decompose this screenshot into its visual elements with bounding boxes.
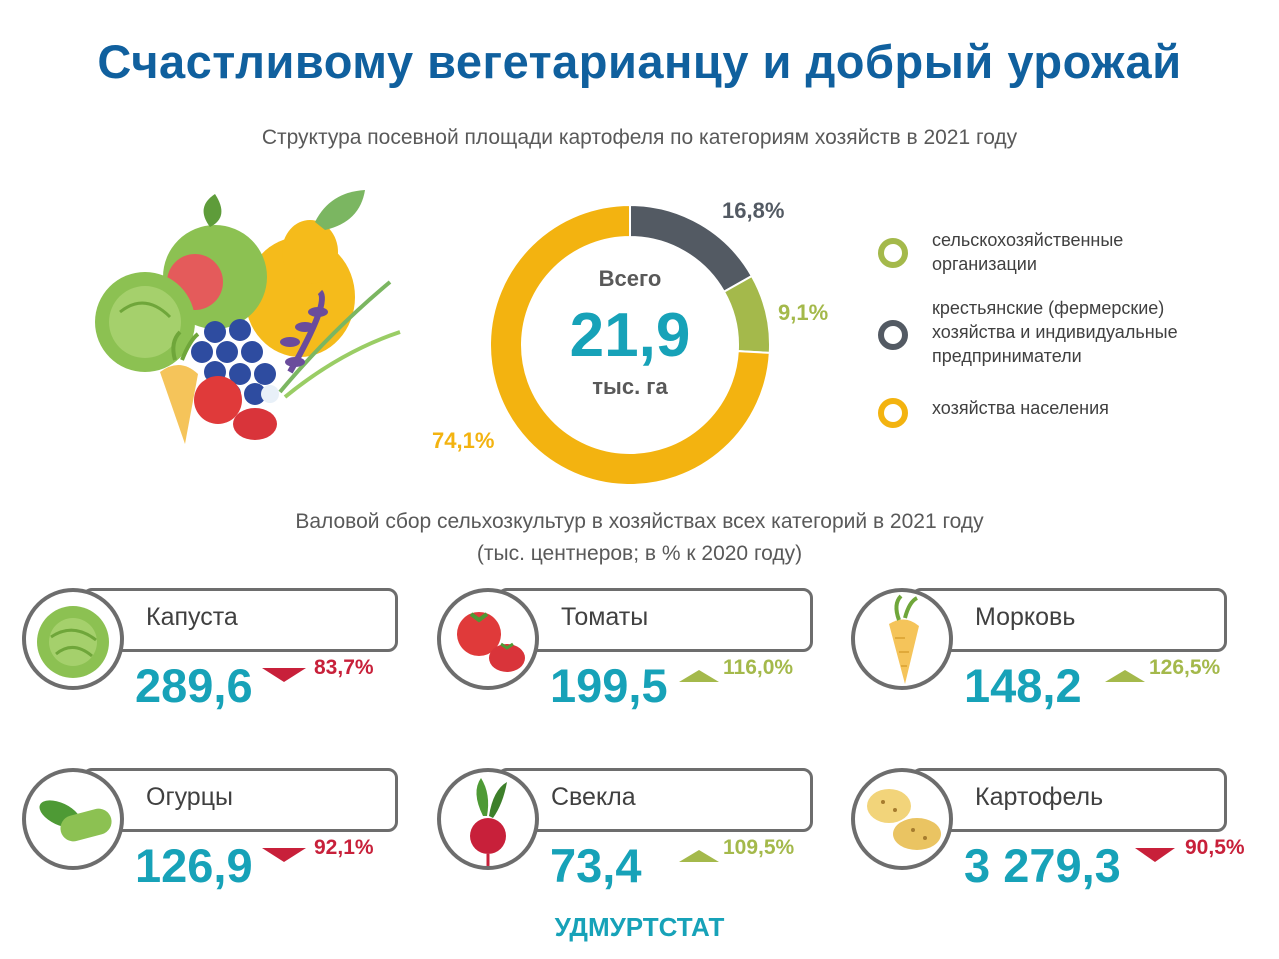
slice-label-households: 74,1% <box>432 428 495 453</box>
crop-name: Морковь <box>975 603 1076 631</box>
footer-org-name: УДМУРТСТАТ <box>554 912 725 942</box>
crop-change-pct: 90,5% <box>1185 836 1245 859</box>
crop-name: Томаты <box>561 603 649 631</box>
crop-value: 73,4 <box>550 839 642 892</box>
crop-name-box <box>911 588 1227 652</box>
crop-name-box <box>497 588 813 652</box>
cucumber-icon <box>22 768 124 870</box>
crop-name: Свекла <box>551 783 636 811</box>
crops-subtitle: Валовой сбор сельхозкультур в хозяйствах… <box>0 506 1279 570</box>
down-arrow-icon <box>1135 848 1175 862</box>
legend-marker-households <box>878 398 908 428</box>
vegetables-illustration <box>95 190 401 444</box>
crop-name-box <box>82 768 398 832</box>
crops-subtitle-line2: (тыс. центнеров; в % к 2020 году) <box>476 542 803 565</box>
crop-name: Картофель <box>975 783 1104 811</box>
crop-card-beet: Свекла 73,4 109,5% <box>437 768 817 898</box>
crop-value: 148,2 <box>964 659 1082 712</box>
crop-name-box <box>82 588 398 652</box>
legend-label: хозяйства населения <box>932 398 1109 418</box>
crop-card-tomatoes: Томаты 199,5 116,0% <box>437 588 817 718</box>
crops-subtitle-line1: Валовой сбор сельхозкультур в хозяйствах… <box>295 510 984 533</box>
down-arrow-icon <box>262 668 306 682</box>
slice-label-agricultural: 9,1% <box>778 300 829 325</box>
donut-total-value: 21,9 <box>569 301 691 370</box>
crop-change-pct: 92,1% <box>314 836 374 859</box>
down-arrow-icon <box>262 848 306 862</box>
legend-label: сельскохозяйственные организации <box>932 230 1124 274</box>
legend-label: крестьянские (фермерские) хозяйства и ин… <box>932 298 1178 366</box>
crop-name: Огурцы <box>146 783 233 811</box>
potato-icon <box>851 768 953 870</box>
chart-title: Структура посевной площади картофеля по … <box>261 126 1018 149</box>
up-arrow-icon <box>679 850 719 862</box>
crop-value: 289,6 <box>135 659 253 712</box>
crop-value: 3 279,3 <box>964 839 1121 892</box>
donut-slice-agricultural <box>722 274 771 354</box>
cabbage-icon <box>22 588 124 690</box>
crop-change-pct: 83,7% <box>314 656 374 679</box>
up-arrow-icon <box>679 670 719 682</box>
crop-value: 199,5 <box>550 659 668 712</box>
page-title: Счастливому вегетарианцу и добрый урожай <box>97 35 1182 88</box>
slice-label-farms: 16,8% <box>722 198 785 223</box>
beet-icon <box>437 768 539 870</box>
crop-change-pct: 109,5% <box>723 836 795 859</box>
legend-marker-agricultural <box>878 238 908 268</box>
crop-change-pct: 116,0% <box>723 656 794 679</box>
crop-card-potato: Картофель 3 279,3 90,5% <box>851 768 1245 898</box>
potato-area-donut-chart <box>489 203 771 486</box>
crop-name-box <box>911 768 1227 832</box>
donut-total-label: Всего <box>598 266 662 291</box>
crop-name-box <box>497 768 813 832</box>
donut-slice-households <box>489 203 771 486</box>
crop-change-pct: 126,5% <box>1149 656 1221 679</box>
crop-card-cucumber: Огурцы 126,9 92,1% <box>22 768 402 898</box>
crop-card-cabbage: Капуста 289,6 83,7% <box>22 588 402 718</box>
up-arrow-icon <box>1105 670 1145 682</box>
crop-value: 126,9 <box>135 839 253 892</box>
legend-marker-farms <box>878 320 908 350</box>
tomato-icon <box>437 588 539 690</box>
crop-name: Капуста <box>146 603 238 631</box>
carrot-icon <box>851 588 953 690</box>
donut-total-unit: тыс. га <box>592 374 668 399</box>
crop-card-carrot: Морковь 148,2 126,5% <box>851 588 1231 718</box>
